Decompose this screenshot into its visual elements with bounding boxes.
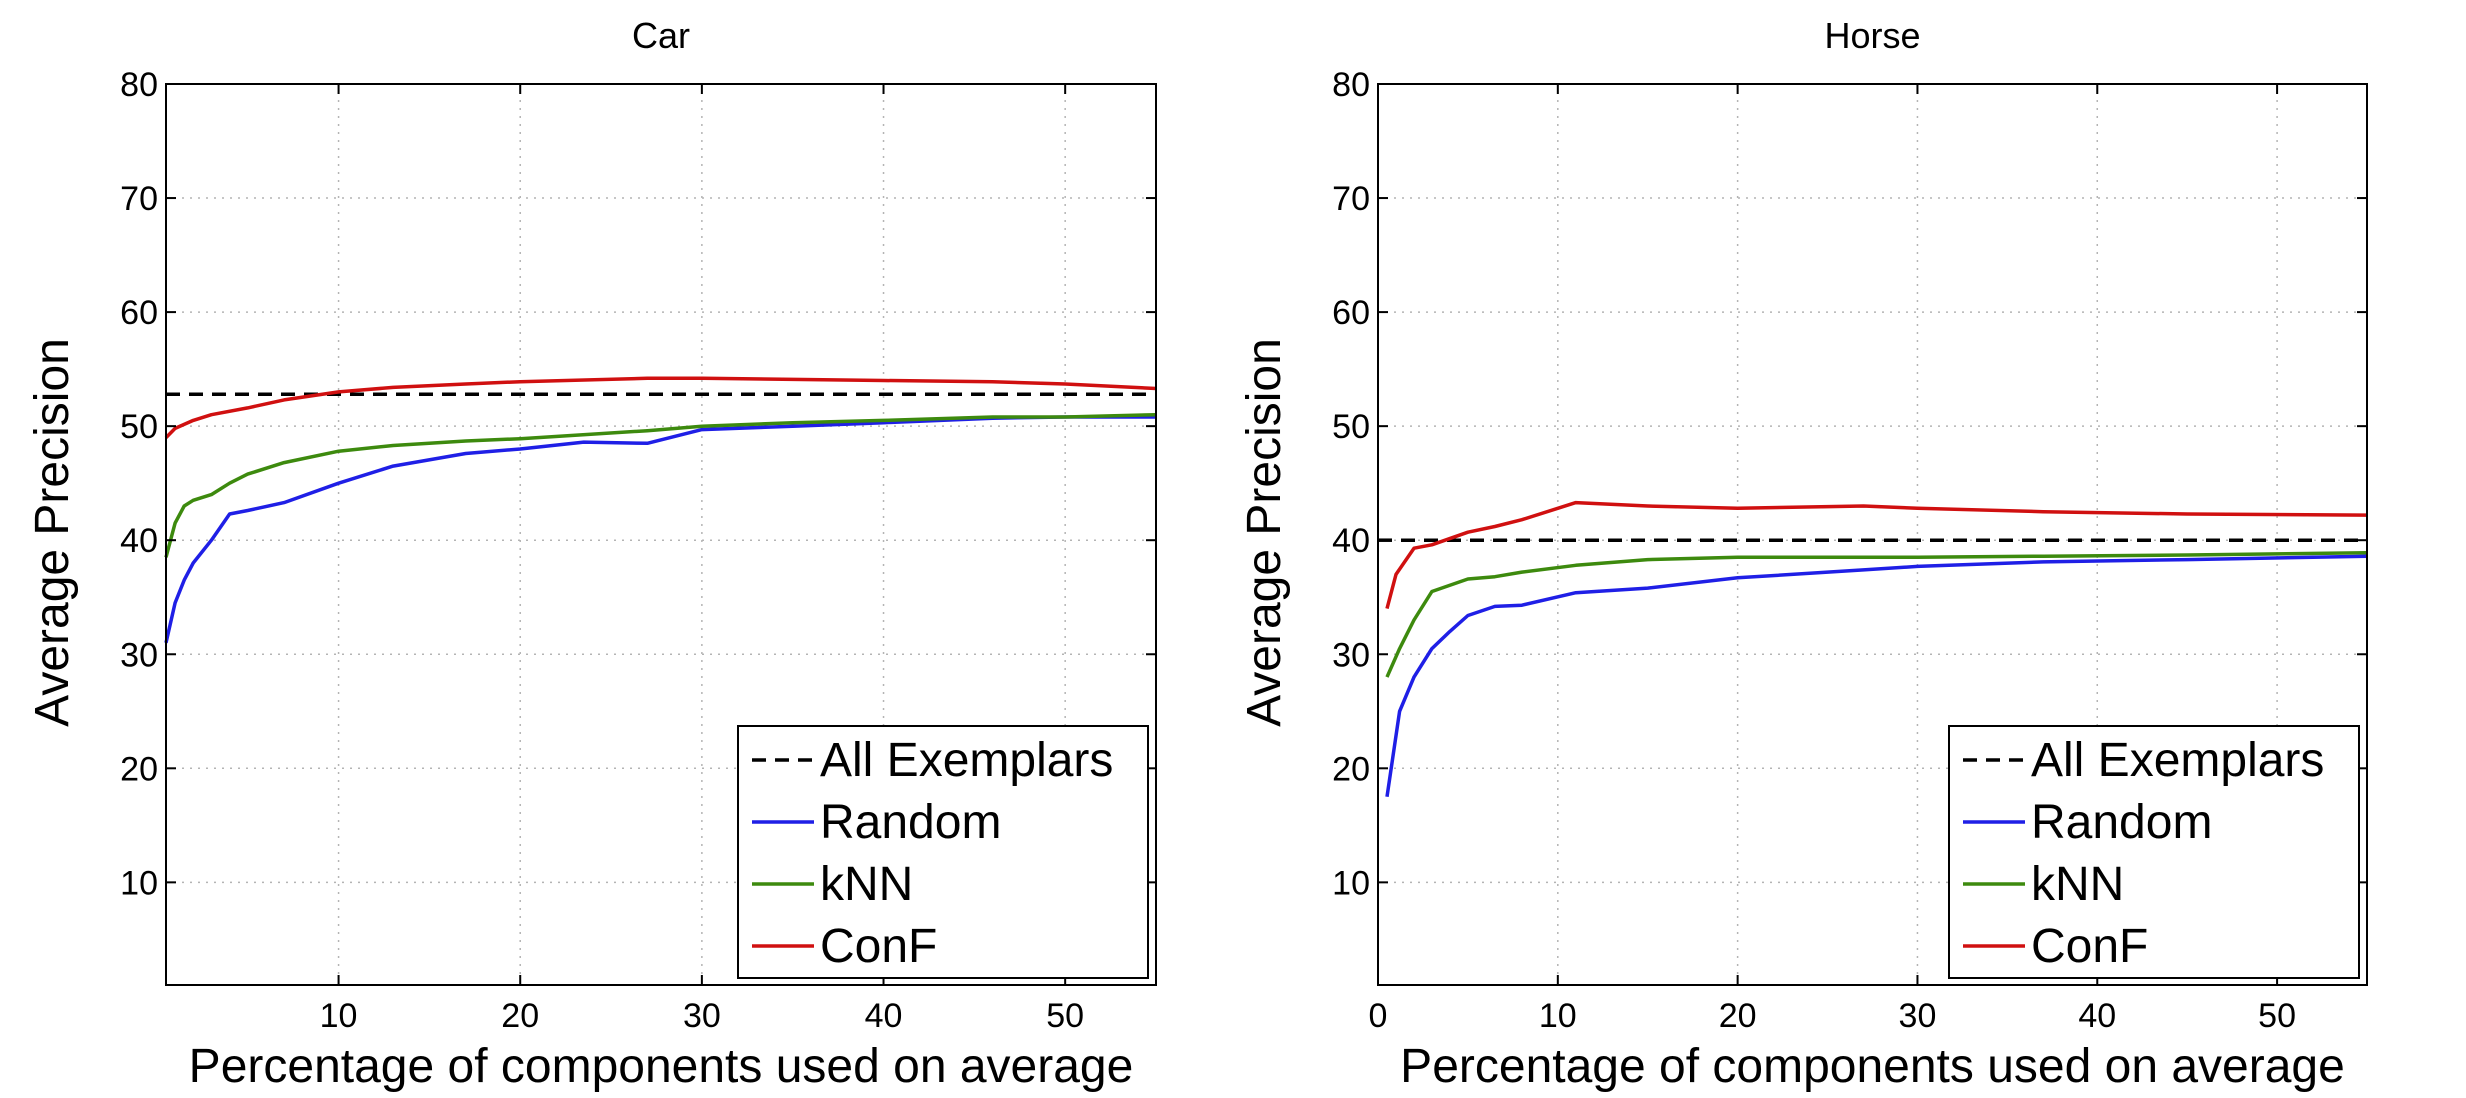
horse-y-tick-label: 70 [1332, 180, 1370, 218]
horse-x-tick-label: 50 [2258, 997, 2296, 1035]
horse-x-tick-label: 10 [1539, 997, 1577, 1035]
car-y-tick-label: 50 [120, 408, 158, 446]
horse-x-axis-label: Percentage of components used on average [1400, 1040, 2345, 1093]
horse-chart-panel: 0 10 20 30 40 50 10 20 30 40 50 60 70 80 Horse Percenta… [1238, 15, 2368, 1093]
horse-y-tick-label: 50 [1332, 408, 1370, 446]
car-x-tick-label: 10 [320, 997, 358, 1035]
car-x-tick-label: 30 [683, 997, 721, 1035]
horse-y-tick-label: 80 [1332, 66, 1370, 104]
horse-legend-label-conf: ConF [2031, 920, 2148, 973]
car-series-conf-line [164, 376, 1157, 439]
horse-y-tick-label: 10 [1332, 864, 1370, 902]
horse-y-tick-label: 40 [1332, 522, 1370, 560]
horse-y-tick-label: 20 [1332, 750, 1370, 788]
car-y-tick-label: 30 [120, 636, 158, 674]
car-series-random-line [164, 415, 1156, 644]
horse-axes-frame [1377, 83, 2368, 986]
car-y-tick-label: 60 [120, 294, 158, 332]
car-y-tick-label: 80 [120, 66, 158, 104]
horse-legend-label-knn: kNN [2031, 858, 2124, 911]
horse-series-conf-line [1385, 500, 2368, 610]
horse-x-tick-label: 40 [2078, 997, 2116, 1035]
car-x-axis-label: Percentage of components used on average [189, 1040, 1134, 1093]
car-legend-box [737, 725, 1149, 979]
car-y-tick-label: 20 [120, 750, 158, 788]
car-legend-label-conf: ConF [820, 920, 937, 973]
horse-legend-box [1948, 725, 2360, 979]
horse-y-tick-label: 60 [1332, 294, 1370, 332]
car-legend-label-random: Random [820, 796, 1001, 849]
horse-chart-title: Horse [1824, 15, 1920, 56]
car-legend-label-knn: kNN [820, 858, 913, 911]
car-x-tick-label: 50 [1046, 997, 1084, 1035]
car-y-tick-label: 40 [120, 522, 158, 560]
horse-y-tick-label: 30 [1332, 636, 1370, 674]
car-series-knn-line [164, 412, 1157, 558]
car-chart-title: Car [632, 15, 690, 56]
car-axes-frame [165, 83, 1157, 986]
car-y-tick-label: 10 [120, 864, 158, 902]
car-legend-label-all-exemplars: All Exemplars [820, 734, 1113, 787]
horse-legend-label-all-exemplars: All Exemplars [2031, 734, 2324, 787]
horse-x-tick-label: 0 [1369, 997, 1388, 1035]
car-x-tick-label: 40 [865, 997, 903, 1035]
car-x-tick-label: 20 [501, 997, 539, 1035]
car-y-tick-label: 70 [120, 180, 158, 218]
horse-y-axis-label: Average Precision [1238, 338, 1291, 727]
horse-series-knn-line [1385, 550, 2368, 678]
horse-legend-label-random: Random [2031, 796, 2212, 849]
car-chart-panel: 10 20 30 40 50 10 20 30 40 50 60 70 80 Car Percentage … [26, 15, 1157, 1093]
horse-x-tick-label: 20 [1719, 997, 1757, 1035]
car-y-axis-label: Average Precision [26, 338, 79, 727]
horse-x-tick-label: 30 [1899, 997, 1937, 1035]
horse-series-random-line [1385, 554, 2368, 798]
